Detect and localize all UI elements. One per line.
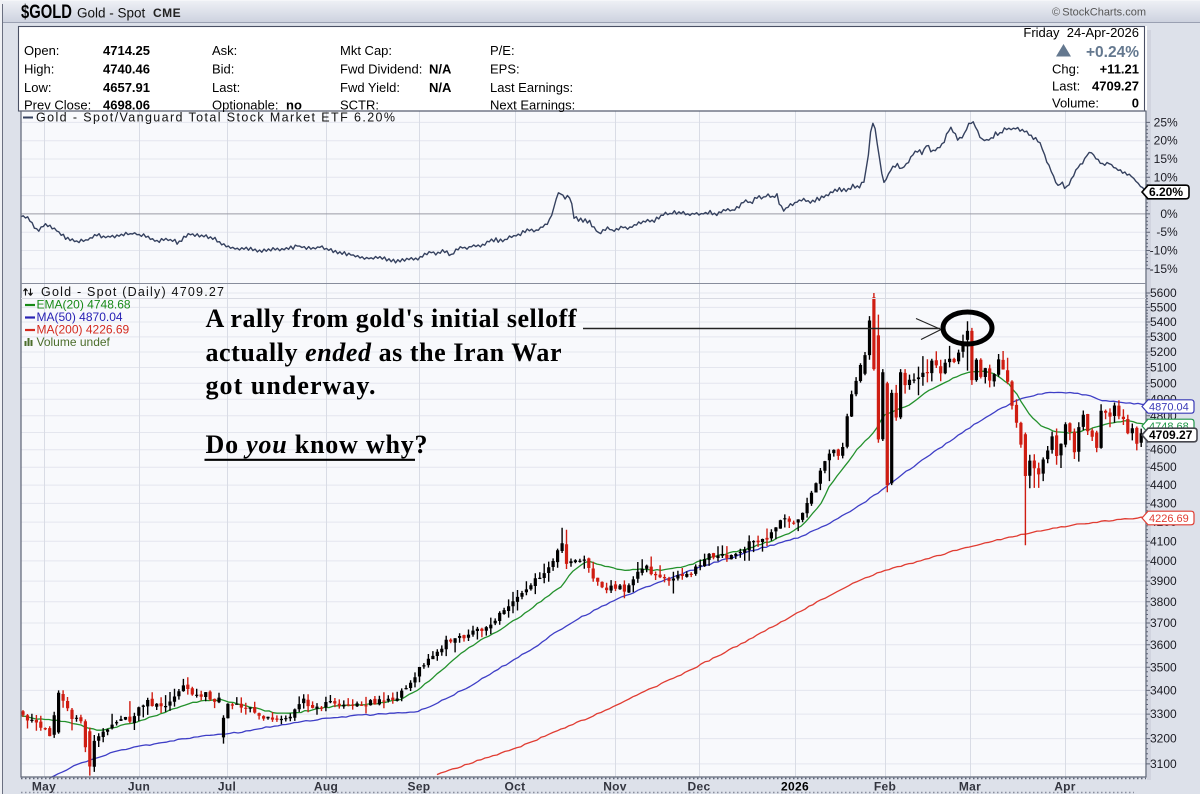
svg-text:15%: 15% bbox=[1154, 152, 1178, 166]
svg-text:0%: 0% bbox=[1160, 207, 1178, 221]
svg-text:3500: 3500 bbox=[1150, 660, 1177, 674]
svg-text:Bid:: Bid: bbox=[212, 62, 234, 77]
svg-text:4300: 4300 bbox=[1150, 496, 1177, 510]
svg-text:25%: 25% bbox=[1154, 115, 1178, 129]
svg-text:4870.04: 4870.04 bbox=[1149, 402, 1189, 414]
svg-text:5100: 5100 bbox=[1150, 361, 1177, 375]
svg-text:Fwd Dividend:: Fwd Dividend: bbox=[340, 62, 422, 77]
svg-text:Jul: Jul bbox=[218, 780, 236, 794]
svg-text:EPS:: EPS: bbox=[490, 62, 520, 77]
svg-text:4714.25: 4714.25 bbox=[103, 43, 150, 58]
svg-text:Volume:: Volume: bbox=[1052, 96, 1099, 111]
svg-text:Next Earnings:: Next Earnings: bbox=[490, 98, 575, 113]
svg-text:Last:: Last: bbox=[1052, 79, 1080, 94]
svg-text:N/A: N/A bbox=[429, 80, 452, 95]
svg-text:4709.27: 4709.27 bbox=[1149, 428, 1193, 442]
svg-text:+11.21: +11.21 bbox=[1100, 62, 1139, 77]
svg-text:-15%: -15% bbox=[1150, 262, 1178, 276]
svg-text:Dec: Dec bbox=[688, 780, 711, 794]
svg-text:EMA(20) 4748.68: EMA(20) 4748.68 bbox=[37, 298, 131, 312]
svg-text:4226.69: 4226.69 bbox=[1149, 513, 1189, 525]
svg-text:4100: 4100 bbox=[1150, 534, 1177, 548]
svg-text:actually ended as the Iran War: actually ended as the Iran War bbox=[206, 338, 562, 367]
svg-text:Gold - Spot: Gold - Spot bbox=[77, 6, 146, 21]
svg-text:4740.46: 4740.46 bbox=[103, 62, 150, 77]
svg-text:Fwd Yield:: Fwd Yield: bbox=[340, 80, 400, 95]
svg-text:P/E:: P/E: bbox=[490, 43, 515, 58]
svg-text:2026: 2026 bbox=[781, 780, 809, 794]
svg-text:+0.24%: +0.24% bbox=[1086, 44, 1139, 61]
svg-text:Volume undef: Volume undef bbox=[37, 335, 111, 349]
svg-text:4657.91: 4657.91 bbox=[103, 80, 150, 95]
svg-text:Chg:: Chg: bbox=[1052, 62, 1079, 77]
svg-text:3400: 3400 bbox=[1150, 683, 1177, 697]
svg-text:Mkt Cap:: Mkt Cap: bbox=[340, 43, 392, 58]
svg-text:Optionable:: Optionable: bbox=[212, 98, 279, 113]
svg-text:A rally from gold's initial se: A rally from gold's initial selloff bbox=[206, 304, 577, 333]
svg-text:Nov: Nov bbox=[603, 780, 627, 794]
svg-text:3800: 3800 bbox=[1150, 595, 1177, 609]
svg-text:Apr: Apr bbox=[1054, 780, 1076, 794]
svg-text:Friday 24-Apr-2026: Friday 24-Apr-2026 bbox=[1023, 25, 1139, 40]
svg-text:5500: 5500 bbox=[1150, 300, 1177, 314]
svg-text:4698.06: 4698.06 bbox=[103, 98, 150, 113]
svg-text:Jun: Jun bbox=[128, 780, 150, 794]
svg-text:3300: 3300 bbox=[1150, 707, 1177, 721]
svg-text:N/A: N/A bbox=[429, 62, 452, 77]
svg-text:20%: 20% bbox=[1154, 134, 1178, 148]
svg-text:got underway.: got underway. bbox=[206, 371, 376, 400]
svg-text:4400: 4400 bbox=[1150, 478, 1177, 492]
svg-text:Mar: Mar bbox=[959, 780, 981, 794]
svg-text:$GOLD: $GOLD bbox=[21, 2, 72, 23]
svg-text:Low:: Low: bbox=[24, 80, 51, 95]
svg-text:5200: 5200 bbox=[1150, 345, 1177, 359]
svg-text:5000: 5000 bbox=[1150, 376, 1177, 390]
svg-text:Feb: Feb bbox=[874, 780, 896, 794]
svg-text:10%: 10% bbox=[1154, 170, 1178, 184]
svg-text:© StockCharts.com: © StockCharts.com bbox=[1052, 7, 1146, 19]
svg-text:Gold - Spot/Vanguard Total Sto: Gold - Spot/Vanguard Total Stock Market … bbox=[36, 111, 395, 125]
svg-text:-5%: -5% bbox=[1156, 225, 1178, 239]
svg-text:Last:: Last: bbox=[212, 80, 240, 95]
svg-text:5400: 5400 bbox=[1150, 315, 1177, 329]
svg-text:Ask:: Ask: bbox=[212, 43, 237, 58]
svg-text:Oct: Oct bbox=[505, 780, 526, 794]
svg-text:3600: 3600 bbox=[1150, 638, 1177, 652]
svg-text:4709.27: 4709.27 bbox=[1092, 79, 1139, 94]
svg-text:High:: High: bbox=[24, 62, 54, 77]
svg-text:MA(200) 4226.69: MA(200) 4226.69 bbox=[37, 323, 130, 337]
svg-text:3100: 3100 bbox=[1150, 757, 1177, 771]
svg-text:4600: 4600 bbox=[1150, 443, 1177, 457]
svg-text:4000: 4000 bbox=[1150, 554, 1177, 568]
svg-text:Aug: Aug bbox=[314, 780, 338, 794]
svg-text:MA(50) 4870.04: MA(50) 4870.04 bbox=[37, 310, 123, 324]
svg-text:no: no bbox=[286, 98, 302, 113]
svg-text:Open:: Open: bbox=[24, 43, 59, 58]
svg-text:Do you know why?: Do you know why? bbox=[206, 430, 428, 459]
svg-text:4500: 4500 bbox=[1150, 460, 1177, 474]
svg-text:SCTR:: SCTR: bbox=[340, 98, 379, 113]
svg-text:6.20%: 6.20% bbox=[1149, 185, 1183, 199]
svg-text:0: 0 bbox=[1132, 96, 1139, 111]
svg-text:Sep: Sep bbox=[408, 780, 431, 794]
svg-text:-10%: -10% bbox=[1150, 244, 1178, 258]
svg-text:3700: 3700 bbox=[1150, 616, 1177, 630]
svg-text:Gold - Spot (Daily) 4709.27: Gold - Spot (Daily) 4709.27 bbox=[41, 285, 224, 299]
svg-text:Last Earnings:: Last Earnings: bbox=[490, 80, 573, 95]
svg-text:5600: 5600 bbox=[1150, 286, 1177, 300]
svg-text:5300: 5300 bbox=[1150, 330, 1177, 344]
svg-text:CME: CME bbox=[153, 6, 181, 20]
svg-text:Prev Close:: Prev Close: bbox=[24, 98, 91, 113]
svg-text:3200: 3200 bbox=[1150, 732, 1177, 746]
svg-text:3900: 3900 bbox=[1150, 574, 1177, 588]
svg-text:May: May bbox=[32, 780, 56, 794]
